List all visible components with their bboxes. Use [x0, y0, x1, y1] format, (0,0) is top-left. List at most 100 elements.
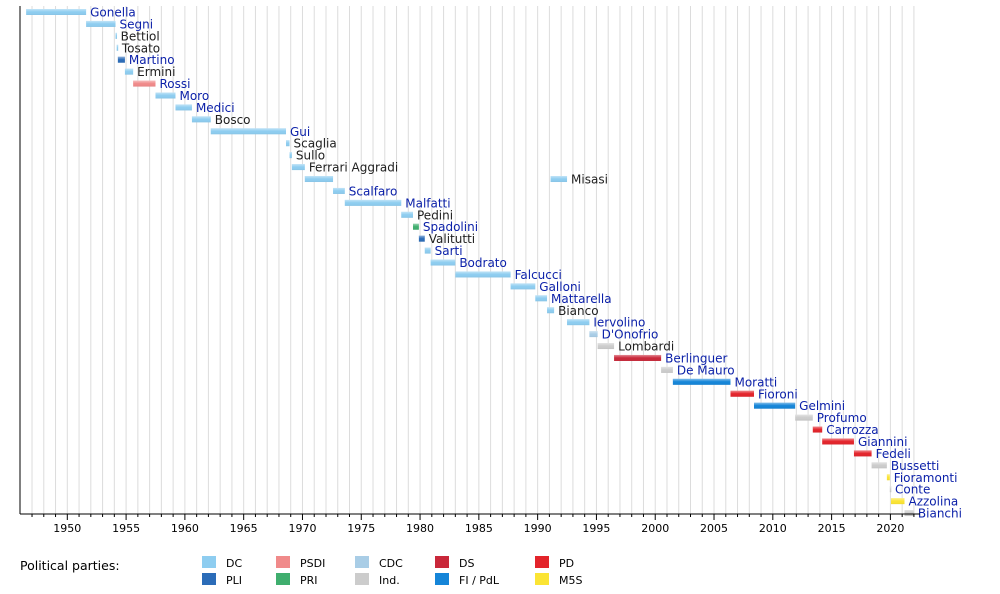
minister-label[interactable]: Iervolino — [593, 316, 645, 330]
legend-label: DS — [459, 557, 474, 570]
legend-swatch — [276, 556, 290, 568]
minister-bar-shade — [424, 247, 431, 254]
minister-label[interactable]: Berlinguer — [665, 351, 727, 365]
minister-label[interactable]: Bodrato — [459, 256, 507, 270]
minister-label[interactable]: Carrozza — [826, 423, 878, 437]
minister-label[interactable]: Mattarella — [551, 292, 612, 306]
minister-label[interactable]: Galloni — [539, 280, 581, 294]
minister-label[interactable]: Gonella — [90, 6, 136, 20]
minister-label: Tosato — [121, 41, 160, 55]
minister-label[interactable]: Giannini — [858, 435, 907, 449]
minister-bar-shade — [614, 354, 662, 361]
minister-label[interactable]: Gui — [290, 125, 310, 139]
minister-label[interactable]: Moro — [179, 89, 209, 103]
x-axis: 1950 1955 1960 1965 1970 1975 1980 1985 1990 1995… — [19, 6, 920, 535]
minister-bar-shade — [124, 68, 134, 75]
minister-bar-shade — [286, 140, 290, 147]
minister-label[interactable]: Bianchi — [918, 507, 962, 521]
minister-bar-shade — [26, 9, 87, 15]
legend-label: FI / PdL — [459, 574, 500, 587]
x-tick-label: 1965 — [230, 522, 258, 535]
x-tick-label: 2020 — [876, 522, 904, 535]
x-tick-label: 2000 — [641, 522, 669, 535]
minister-label[interactable]: Bussetti — [891, 459, 939, 473]
minister-label[interactable]: Malfatti — [405, 196, 450, 210]
minister-bar-shade — [210, 128, 287, 135]
minister-label[interactable]: Falcucci — [515, 268, 562, 282]
minister-label[interactable]: Gelmini — [799, 399, 845, 413]
minister-bars — [26, 9, 914, 517]
x-tick-label: 1995 — [582, 522, 610, 535]
x-tick-label: 1985 — [465, 522, 493, 535]
minister-bar-shade — [430, 259, 456, 266]
minister-bar-shade — [589, 331, 598, 338]
minister-bar-shade — [567, 319, 590, 326]
x-tick-label: 1970 — [288, 522, 316, 535]
x-tick-label: 2010 — [759, 522, 787, 535]
minister-bar-shade — [812, 426, 823, 433]
minister-label[interactable]: Sarti — [435, 244, 463, 258]
minister-label: Misasi — [571, 173, 608, 187]
minister-label[interactable]: De Mauro — [677, 363, 735, 377]
minister-bar-shade — [730, 390, 755, 397]
minister-bar-shade — [822, 438, 854, 445]
minister-label[interactable]: Fioroni — [758, 387, 798, 401]
legend-swatch — [535, 556, 549, 568]
legend-label: PSDI — [300, 557, 325, 570]
minister-label: Valitutti — [429, 232, 475, 246]
legend-swatch — [435, 573, 449, 585]
legend-swatch — [535, 573, 549, 585]
minister-label: Bianco — [558, 304, 598, 318]
minister-label: Bettiol — [121, 29, 160, 43]
minister-bar-shade — [175, 104, 192, 111]
minister-bar-shade — [155, 92, 176, 99]
minister-bar-shade — [672, 378, 731, 385]
minister-label[interactable]: Profumo — [817, 411, 867, 425]
minister-bar-shade — [754, 402, 796, 409]
minister-bar-shade — [413, 223, 419, 230]
x-tick-label: 1950 — [53, 522, 81, 535]
minister-bar-shade — [191, 116, 211, 123]
minister-label: Scaglia — [294, 137, 337, 151]
legend-label: PD — [559, 557, 574, 570]
minister-bar-shade — [889, 486, 892, 493]
minister-bar-shade — [547, 307, 555, 314]
minister-bar-shade — [304, 176, 334, 183]
minister-bar-shade — [86, 20, 116, 27]
minister-bar-shade — [133, 80, 156, 87]
minister-label[interactable]: Martino — [129, 53, 175, 67]
legend-swatch — [355, 573, 369, 585]
minister-label[interactable]: Segni — [120, 17, 154, 31]
minister-bar-shade — [661, 366, 673, 373]
minister-bar-shade — [871, 462, 887, 469]
legend-swatch — [202, 573, 216, 585]
minister-label: Sullo — [296, 149, 325, 163]
x-tick-label: 1955 — [112, 522, 140, 535]
minister-label[interactable]: Moratti — [734, 375, 777, 389]
x-tick-label: 1960 — [171, 522, 199, 535]
minister-bar-shade — [890, 498, 905, 505]
minister-label[interactable]: Spadolini — [423, 220, 478, 234]
minister-label[interactable]: D'Onofrio — [602, 328, 659, 342]
legend-swatch — [202, 556, 216, 568]
minister-bar-shade — [535, 295, 548, 302]
minister-label: Lombardi — [618, 340, 674, 354]
minister-bar-shade — [289, 152, 292, 159]
minister-label[interactable]: Fedeli — [876, 447, 911, 461]
minister-label[interactable]: Azzolina — [909, 495, 959, 509]
minister-label[interactable]: Medici — [196, 101, 235, 115]
minister-bar-shade — [853, 450, 872, 457]
minister-label[interactable]: Conte — [895, 483, 930, 497]
minister-label[interactable]: Scalfaro — [349, 184, 398, 198]
minister-label[interactable]: Fioramonti — [894, 471, 958, 485]
x-tick-label: 1990 — [524, 522, 552, 535]
x-tick-label: 1975 — [347, 522, 375, 535]
grid-lines — [31, 6, 915, 514]
legend-swatch — [276, 573, 290, 585]
minister-label: Ferrari Aggradi — [309, 161, 398, 175]
minister-label[interactable]: Rossi — [159, 77, 190, 91]
minister-bar-shade — [115, 32, 118, 39]
minister-label: Ermini — [137, 65, 175, 79]
legend-swatch — [355, 556, 369, 568]
